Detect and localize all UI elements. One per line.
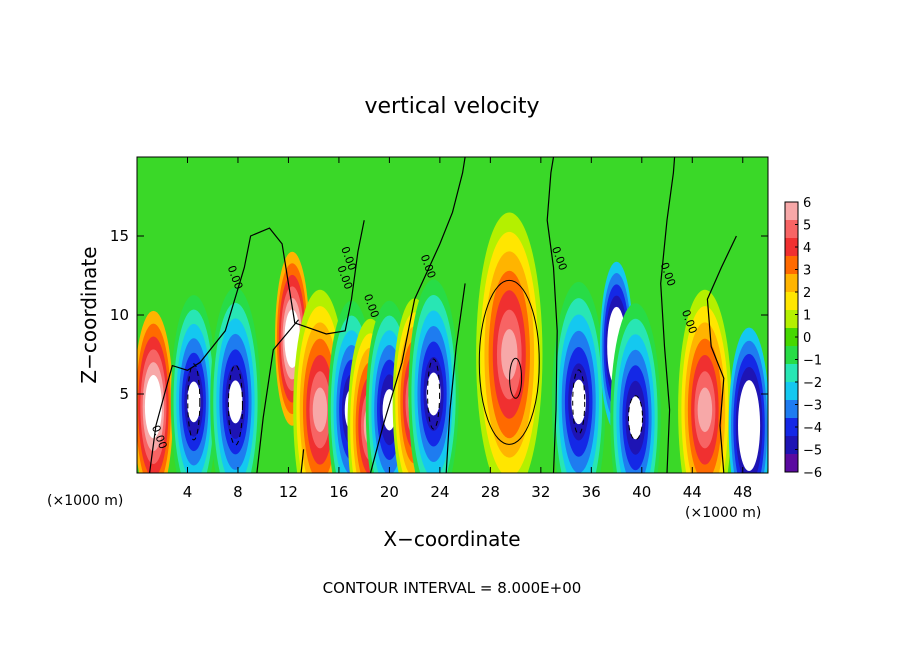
x-tick-label: 12 — [279, 483, 298, 501]
colorbar-swatch — [785, 310, 798, 329]
y-axis-label: Z−coordinate — [77, 246, 101, 383]
contour-line — [369, 157, 466, 473]
velocity-cell — [170, 295, 217, 473]
contour-line — [149, 220, 365, 473]
y-axis-ticks: 5 10 15 — [110, 227, 768, 403]
colorbar-swatch — [785, 220, 798, 239]
contour-line — [509, 357, 523, 399]
velocity-band — [501, 329, 518, 380]
x-tick-label: 28 — [481, 483, 500, 501]
x-tick-label: 8 — [233, 483, 243, 501]
x-tick-label: 20 — [380, 483, 399, 501]
velocity-band — [187, 381, 201, 423]
x-tick-label: 40 — [632, 483, 651, 501]
colorbar-swatch — [785, 418, 798, 437]
velocity-band — [147, 387, 160, 426]
x-tick-label: 4 — [183, 483, 193, 501]
velocity-cell — [293, 289, 347, 473]
contour-line-dashed — [427, 358, 441, 430]
colorbar-swatch — [785, 436, 798, 455]
velocity-cell — [137, 310, 174, 473]
y-tick-label: 15 — [110, 227, 129, 245]
velocity-band — [697, 387, 713, 433]
colorbar-swatch — [785, 202, 798, 221]
x-tick-label: 44 — [683, 483, 702, 501]
contour-line-dashed — [187, 363, 201, 441]
velocity-field — [137, 157, 768, 473]
contour-line-dashed — [572, 369, 586, 435]
velocity-band — [228, 380, 243, 424]
colorbar-swatch — [785, 292, 798, 311]
x-axis-ticks: 4 8 12 16 20 24 28 32 36 40 44 48 — [183, 157, 752, 501]
contour-line — [546, 157, 558, 473]
colorbar-tick-label: 6 — [803, 196, 811, 211]
colorbar-tick-label: 1 — [803, 309, 811, 324]
velocity-band — [426, 372, 441, 416]
contour-line — [445, 283, 466, 473]
velocity-band — [742, 406, 756, 445]
velocity-cell — [476, 212, 543, 473]
colorbar-swatch — [785, 454, 798, 473]
contour-line — [478, 279, 540, 445]
x-tick-label: 48 — [733, 483, 752, 501]
colorbar-swatch — [785, 238, 798, 257]
velocity-cell — [678, 289, 732, 473]
x-unit-label-right: (×1000 m) — [685, 505, 761, 521]
colorbar-swatch — [785, 256, 798, 275]
contour-line-dashed — [227, 364, 243, 446]
velocity-band — [571, 379, 586, 425]
chart-title: vertical velocity — [364, 94, 539, 119]
colorbar-swatch — [785, 328, 798, 347]
colorbar-tick-label: 2 — [803, 286, 811, 301]
colorbar-swatch — [785, 364, 798, 383]
x-unit-label-left: (×1000 m) — [47, 493, 123, 509]
colorbar-tick-label: 5 — [803, 219, 811, 234]
colorbar-swatch — [785, 382, 798, 401]
contour-line — [256, 319, 299, 473]
colorbar-swatch — [785, 400, 798, 419]
colorbar-tick-label: −2 — [803, 376, 822, 391]
colorbar-tick-label: 4 — [803, 241, 811, 256]
colorbar-tick-label: −5 — [803, 444, 822, 459]
colorbar-tick-label: −3 — [803, 399, 822, 414]
x-axis-label: X−coordinate — [383, 527, 520, 551]
colorbar-swatch — [785, 346, 798, 365]
colorbar-swatch — [785, 274, 798, 293]
velocity-band — [312, 387, 328, 433]
contour-interval-note: CONTOUR INTERVAL = 8.000E+00 — [323, 579, 582, 597]
contour-line — [660, 157, 676, 473]
colorbar-tick-label: −4 — [803, 421, 822, 436]
x-tick-label: 16 — [329, 483, 348, 501]
colorbar: 6 5 4 3 2 1 0 −1 −2 −3 −4 −5 −6 — [784, 196, 822, 481]
y-tick-label: 10 — [110, 306, 129, 324]
velocity-cell — [408, 279, 459, 473]
colorbar-tick-label: 0 — [803, 331, 811, 346]
x-tick-label: 24 — [430, 483, 449, 501]
velocity-band — [628, 396, 643, 440]
contour-lines — [149, 157, 737, 473]
x-tick-label: 36 — [582, 483, 601, 501]
colorbar-tick-label: 3 — [803, 264, 811, 279]
y-tick-label: 5 — [119, 385, 129, 403]
velocity-cell — [728, 327, 768, 473]
x-tick-label: 32 — [531, 483, 550, 501]
colorbar-tick-label: −6 — [803, 466, 822, 481]
contour-line — [706, 235, 737, 473]
colorbar-tick-label: −1 — [803, 354, 822, 369]
contour-line — [300, 449, 305, 473]
contour-line-dashed — [627, 395, 643, 441]
